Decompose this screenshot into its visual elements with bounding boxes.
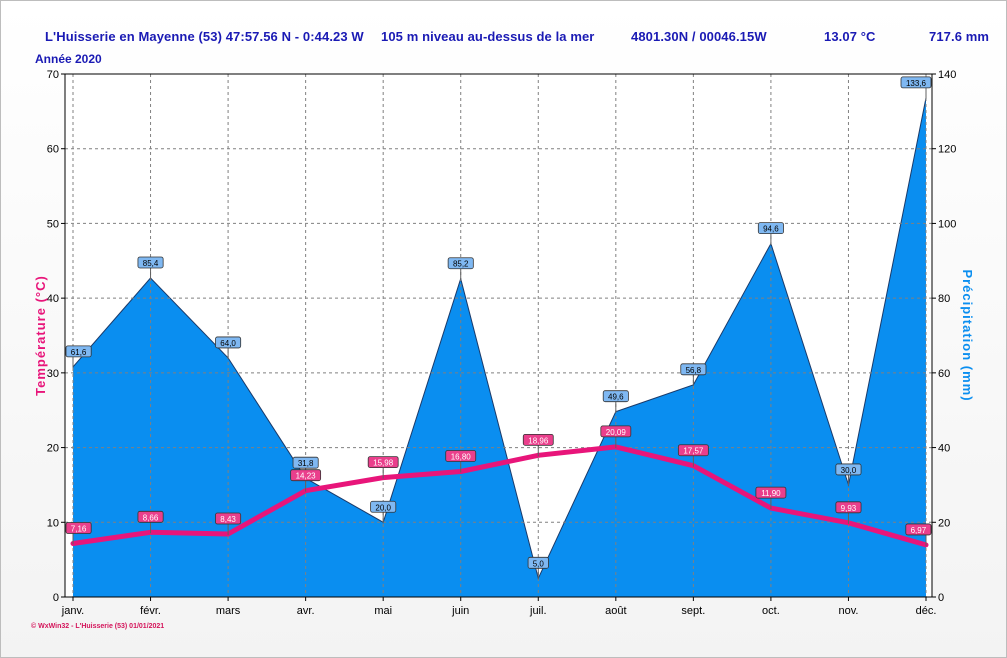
y2-tick-label: 120	[938, 144, 956, 156]
temperature-data-label: 8,43	[220, 515, 236, 524]
temperature-data-label: 7,16	[71, 525, 87, 534]
precipitation-data-label: 20,0	[375, 503, 391, 512]
precipitation-data-label-box	[835, 463, 862, 476]
y2-tick-label: 80	[938, 293, 950, 305]
y-tick-label: 70	[47, 69, 59, 81]
precipitation-data-label: 64,0	[220, 339, 236, 348]
temperature-data-label-box	[522, 433, 554, 446]
x-tick-label: janv.	[61, 605, 84, 617]
grid-layer	[65, 74, 932, 597]
temperature-data-label: 16,80	[451, 452, 472, 461]
x-tick-label: sept.	[681, 605, 705, 617]
station-location: L'Huisserie en Mayenne (53) 47:57.56 N -…	[45, 29, 364, 44]
y2-axis-title: Précipitation (mm)	[960, 269, 975, 401]
precipitation-data-label: 61,6	[71, 348, 87, 357]
y-tick-label: 60	[47, 144, 59, 156]
precipitation-data-label-box	[602, 390, 629, 403]
temperature-data-label-box	[600, 425, 632, 438]
precipitation-data-label: 31,8	[298, 459, 314, 468]
x-tick-label: juil.	[529, 605, 547, 617]
y2-tick-label: 40	[938, 443, 950, 455]
precipitation-data-label-box	[215, 336, 242, 349]
precipitation-data-label-box	[370, 500, 397, 513]
temperature-data-label: 17,57	[683, 447, 704, 456]
precipitation-data-label: 5,0	[533, 559, 545, 568]
x-tick-label: oct.	[762, 605, 780, 617]
precipitation-data-label: 56,8	[686, 366, 702, 375]
temperature-data-label-box	[677, 444, 709, 457]
copyright-footer: © WxWin32 - L'Huisserie (53) 01/01/2021	[31, 623, 165, 630]
station-coordinates: 4801.30N / 00046.15W	[631, 29, 767, 44]
y-tick-label: 20	[47, 443, 59, 455]
precipitation-data-label-box	[65, 345, 92, 358]
precipitation-data-label-box	[757, 222, 784, 235]
year-label: Année 2020	[35, 52, 102, 66]
temperature-data-label: 11,90	[761, 489, 781, 498]
temperature-data-label-box	[137, 510, 164, 523]
station-altitude: 105 m niveau au-dessus de la mer	[381, 29, 595, 44]
precipitation-area	[73, 97, 926, 598]
temperature-data-label: 9,93	[841, 504, 857, 513]
x-tick-label: avr.	[297, 605, 315, 617]
temperature-data-label: 15,98	[373, 459, 394, 468]
precipitation-data-label-box	[137, 256, 164, 269]
temperature-data-label-box	[367, 456, 399, 469]
y-tick-label: 10	[47, 517, 59, 529]
temperature-data-label-box	[445, 450, 477, 462]
temperature-data-label: 18,96	[528, 436, 549, 445]
temperature-data-label-box	[905, 523, 932, 536]
data-labels-layer: 61,6 85,4 64,0 31,8 20,0 85,2 5,0 49,6 56,8 94,6 3…	[65, 76, 932, 580]
y2-tick-label: 140	[938, 69, 956, 81]
precipitation-data-label: 85,2	[453, 260, 469, 269]
temperature-data-label: 20,09	[606, 428, 627, 437]
temperature-data-label-box	[215, 512, 242, 525]
precipitation-data-label-box	[900, 76, 932, 89]
y-tick-label: 50	[47, 218, 59, 230]
x-tick-label: nov.	[838, 605, 858, 617]
precipitation-data-label: 133,6	[906, 79, 927, 88]
y-axis-title: Température (°C)	[33, 275, 48, 396]
precipitation-data-label: 94,6	[763, 225, 779, 234]
temperature-data-label-box	[65, 522, 92, 534]
temperature-line	[70, 444, 929, 548]
x-tick-label: févr.	[140, 605, 161, 617]
temperature-data-label: 8,66	[143, 513, 159, 522]
precipitation-data-label: 85,4	[143, 259, 159, 268]
y-tick-label: 30	[47, 368, 59, 380]
x-tick-label: mai	[374, 605, 392, 617]
x-tick-label: déc.	[916, 605, 937, 617]
chart-header: L'Huisserie en Mayenne (53) 47:57.56 N -…	[0, 0, 1007, 70]
temperature-data-label-box	[835, 501, 862, 514]
precipitation-data-label-box	[680, 363, 707, 376]
precipitation-data-label: 30,0	[841, 466, 857, 475]
y-tick-label: 0	[53, 592, 59, 604]
y-tick-label: 40	[47, 293, 59, 305]
y2-tick-label: 20	[938, 517, 950, 529]
x-tick-label: mars	[216, 605, 241, 617]
precipitation-data-label-box	[447, 257, 474, 270]
temperature-data-label-box	[290, 469, 322, 482]
mean-temperature: 13.07 °C	[824, 29, 876, 44]
y2-tick-label: 0	[938, 592, 944, 604]
precipitation-data-label-box	[527, 556, 549, 569]
precipitation-data-label-box	[292, 456, 319, 469]
x-tick-label: juin	[451, 605, 469, 617]
total-precipitation: 717.6 mm	[929, 29, 990, 44]
precipitation-data-label: 49,6	[608, 393, 624, 402]
temperature-data-label-box	[755, 486, 787, 499]
y2-tick-label: 60	[938, 368, 950, 380]
y2-tick-label: 100	[938, 218, 956, 230]
temperature-data-label: 6,97	[911, 526, 927, 535]
axes-layer: 0 10 20 30 40 50 60 70 0 20 40 60 80 100 120 140 janv. fé…	[47, 69, 957, 617]
plot-border	[64, 73, 933, 598]
temperature-data-label: 14,23	[296, 472, 317, 481]
x-tick-label: août	[605, 605, 626, 617]
